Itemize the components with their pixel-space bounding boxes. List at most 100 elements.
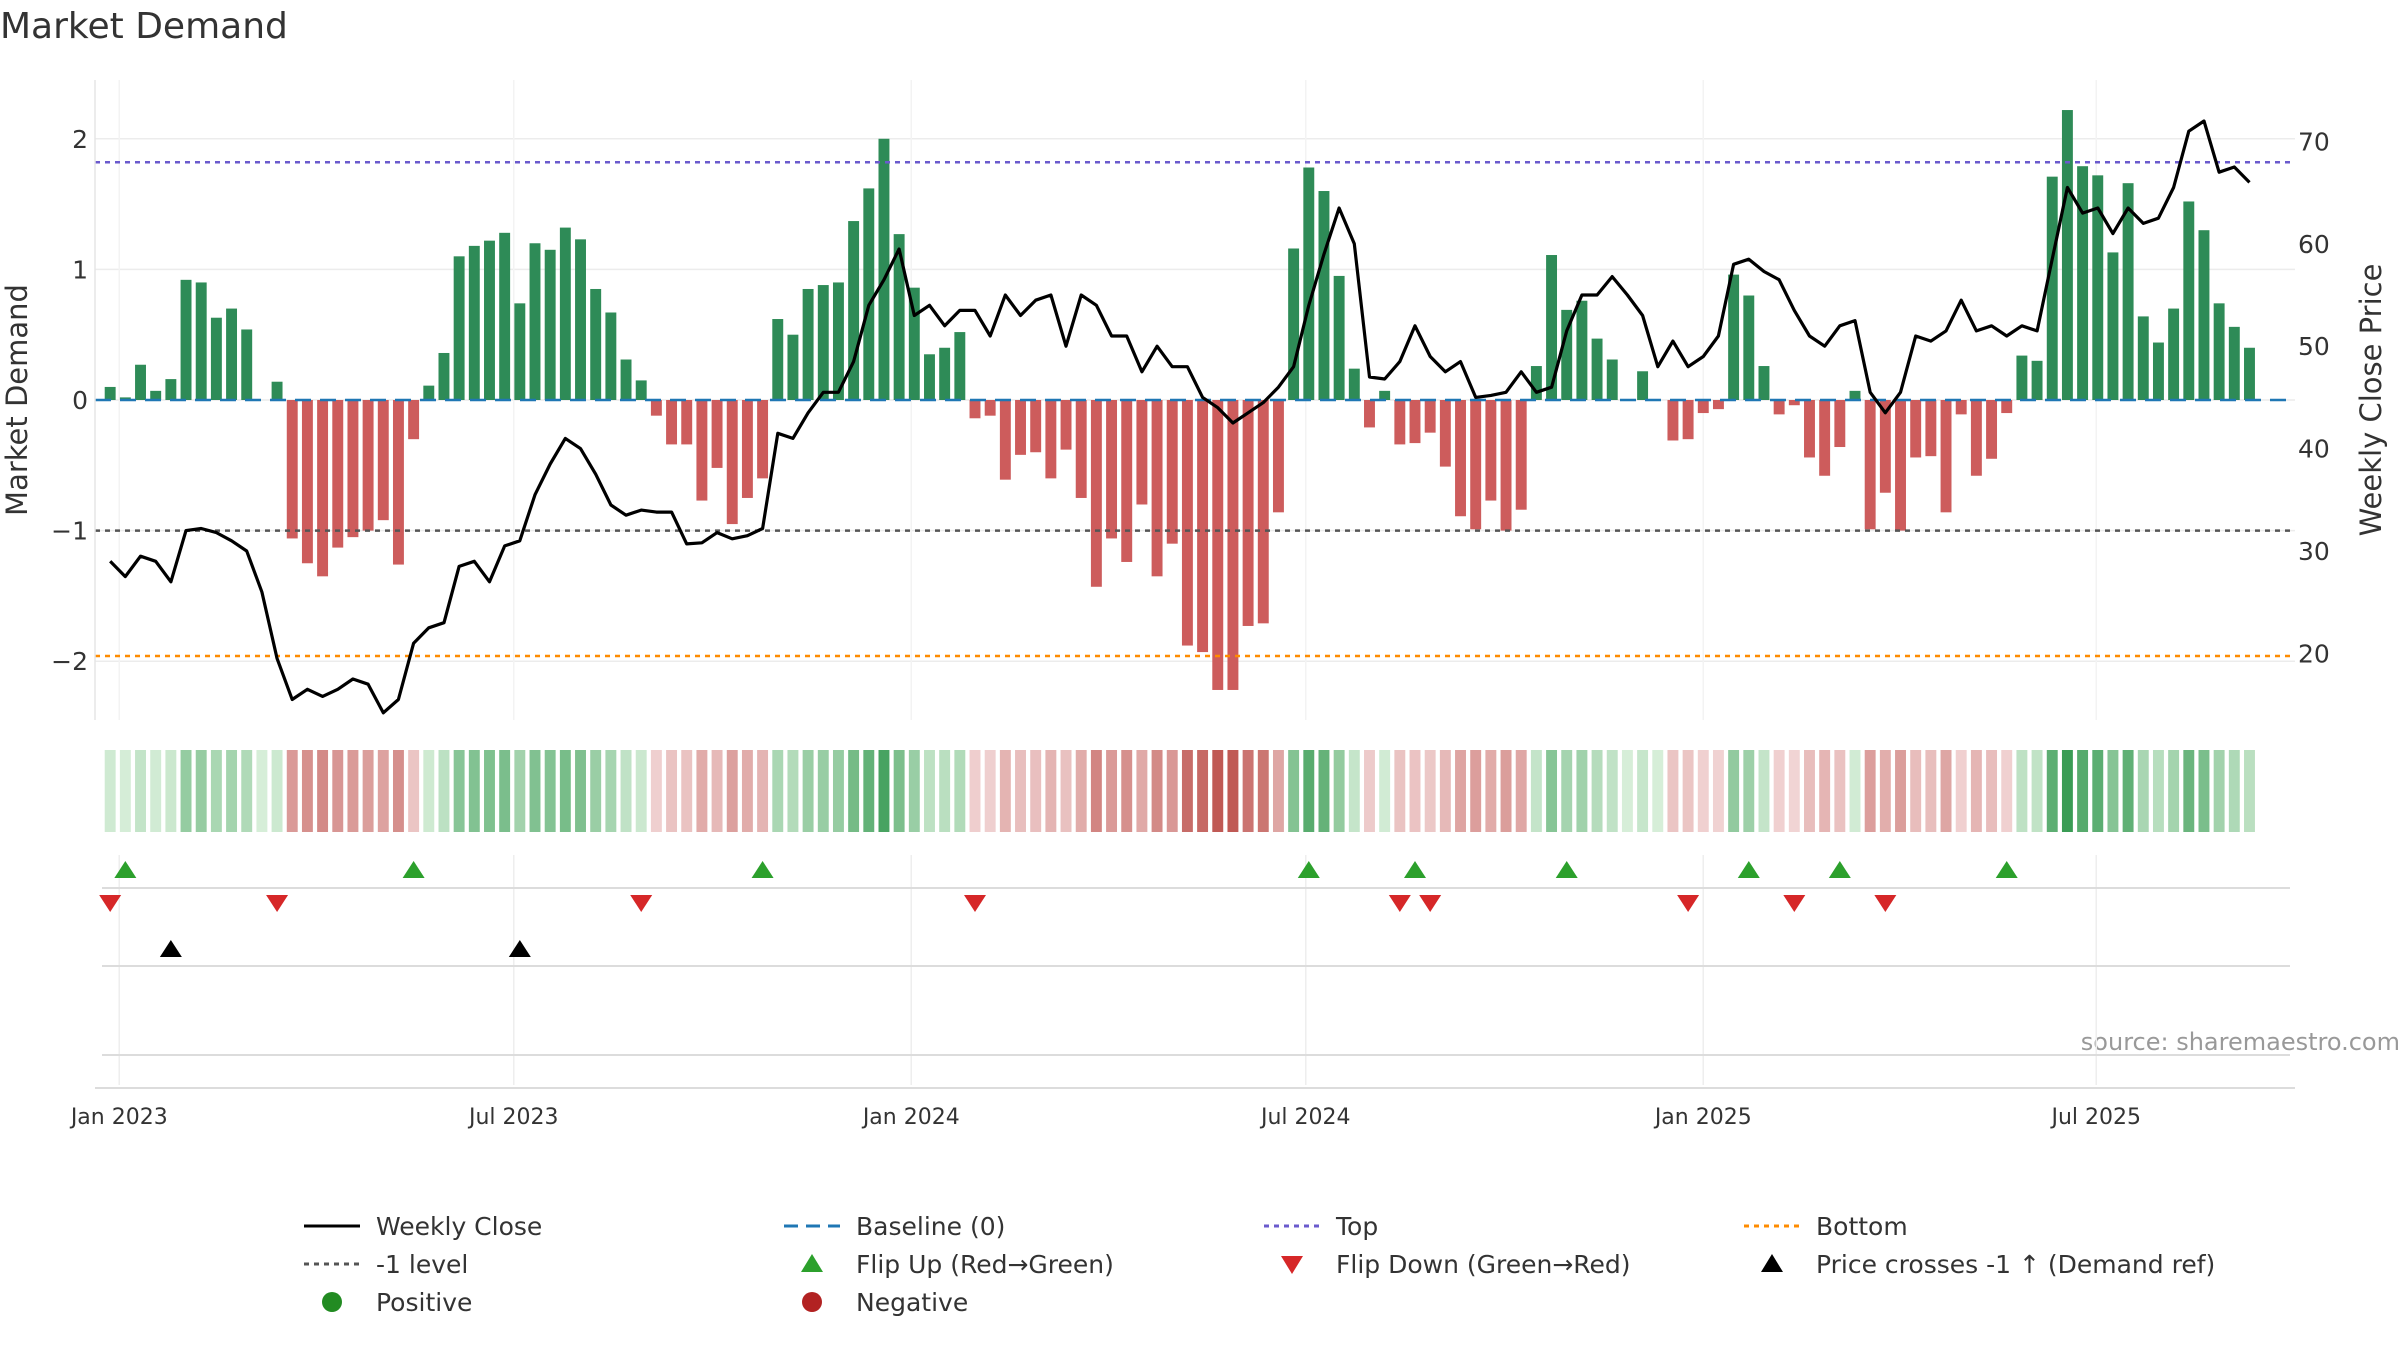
strip-cell: [666, 750, 678, 832]
x-tick-label: Jul 2024: [1259, 1105, 1351, 1130]
strip-cell: [848, 750, 860, 832]
demand-bar: [1394, 400, 1406, 445]
demand-bar: [848, 221, 860, 400]
flip-up-marker: [1555, 861, 1578, 878]
demand-bar: [499, 232, 511, 400]
strip-cell: [1090, 750, 1102, 832]
strip-cell: [210, 750, 222, 832]
demand-bar: [772, 319, 784, 400]
strip-cell: [1621, 750, 1633, 832]
demand-bar: [1697, 400, 1709, 414]
strip-cell: [1804, 750, 1815, 832]
demand-bar: [999, 400, 1011, 480]
demand-bar: [1212, 400, 1224, 690]
demand-bar: [392, 400, 404, 565]
strip-cell: [1364, 750, 1375, 832]
demand-bar: [317, 400, 329, 577]
demand-bar: [1348, 368, 1360, 400]
strip-cell: [908, 750, 920, 832]
strip-cell: [605, 750, 617, 832]
demand-bar: [650, 400, 662, 416]
flip-down-marker: [964, 895, 986, 912]
strip-cell: [1121, 750, 1133, 832]
demand-bar: [1424, 400, 1436, 433]
strip-cell: [484, 750, 495, 832]
strip-cell: [468, 750, 480, 832]
demand-bar: [1970, 400, 1982, 476]
demand-bar: [1591, 338, 1603, 400]
legend-label: Price crosses -1 ↑ (Demand ref): [1816, 1249, 2216, 1279]
legend-price-cross: Price crosses -1 ↑ (Demand ref): [1740, 1246, 2215, 1282]
demand-bar: [1788, 400, 1800, 406]
demand-bar: [1682, 400, 1694, 440]
demand-bar: [1015, 400, 1026, 455]
strip-cell: [1606, 750, 1618, 832]
strip-cell: [1682, 750, 1694, 832]
demand-bar: [1864, 400, 1876, 530]
flip-up-marker: [1404, 861, 1426, 878]
demand-bar: [1197, 400, 1209, 653]
strip-cell: [1288, 750, 1300, 832]
demand-bar: [1667, 400, 1679, 441]
strip-cell: [832, 750, 844, 832]
demand-bar: [119, 397, 131, 400]
strip-cell: [1455, 750, 1466, 832]
strip-cell: [999, 750, 1011, 832]
demand-bar: [2031, 360, 2043, 400]
demand-bar: [681, 400, 693, 445]
strip-cell: [438, 750, 450, 832]
demand-bar: [1849, 390, 1861, 400]
demand-bar: [135, 364, 146, 400]
strip-cell: [1530, 750, 1542, 832]
strip-cell: [499, 750, 511, 832]
strip-cell: [1849, 750, 1861, 832]
strip-cell: [2244, 750, 2255, 832]
demand-bar: [666, 400, 678, 445]
demand-bar: [408, 400, 420, 440]
strip-cell: [256, 750, 268, 832]
y-tick-label: −1: [51, 517, 88, 546]
demand-bar: [529, 243, 541, 400]
legend-positive: Positive: [300, 1284, 472, 1320]
demand-bar: [1986, 400, 1998, 459]
demand-bar: [484, 240, 495, 400]
demand-bar: [1303, 167, 1315, 400]
demand-bar: [514, 303, 526, 400]
strip-cell: [408, 750, 420, 832]
y-axis-left-label: Market Demand: [0, 284, 34, 516]
strip-cell: [104, 750, 116, 832]
demand-bar: [1409, 400, 1421, 444]
strip-cell: [301, 750, 313, 832]
strip-cell: [1212, 750, 1224, 832]
demand-bar: [924, 354, 935, 400]
strip-cell: [1970, 750, 1982, 832]
strip-cell: [681, 750, 693, 832]
legend: Weekly Close Baseline (0) Top Bottom -1 …: [300, 1208, 2260, 1338]
flip-down-marker: [1783, 895, 1806, 912]
demand-bar: [1288, 248, 1300, 400]
y-right-tick-label: 70: [2298, 127, 2330, 156]
demand-bar: [2122, 183, 2134, 400]
strip-cell: [1272, 750, 1284, 832]
strip-cell: [1743, 750, 1755, 832]
strip-cell: [1712, 750, 1724, 832]
strip-cell: [1546, 750, 1558, 832]
demand-bar: [241, 329, 253, 400]
strip-cell: [195, 750, 207, 832]
dotted-line-icon: [1744, 1224, 1800, 1228]
legend-label: Negative: [856, 1287, 969, 1317]
strip-cell: [1591, 750, 1603, 832]
demand-bar: [1333, 275, 1345, 400]
strip-cell: [347, 750, 359, 832]
demand-bar: [1500, 400, 1512, 531]
demand-bar: [969, 400, 981, 419]
legend-baseline: Baseline (0): [780, 1208, 1005, 1244]
legend-label: Flip Down (Green→Red): [1336, 1249, 1631, 1279]
demand-bar: [544, 249, 556, 400]
strip-cell: [1318, 750, 1330, 832]
demand-bar: [1637, 371, 1649, 400]
dashed-line-icon: [784, 1224, 840, 1228]
strip-cell: [1576, 750, 1588, 832]
demand-bar: [1895, 400, 1906, 531]
